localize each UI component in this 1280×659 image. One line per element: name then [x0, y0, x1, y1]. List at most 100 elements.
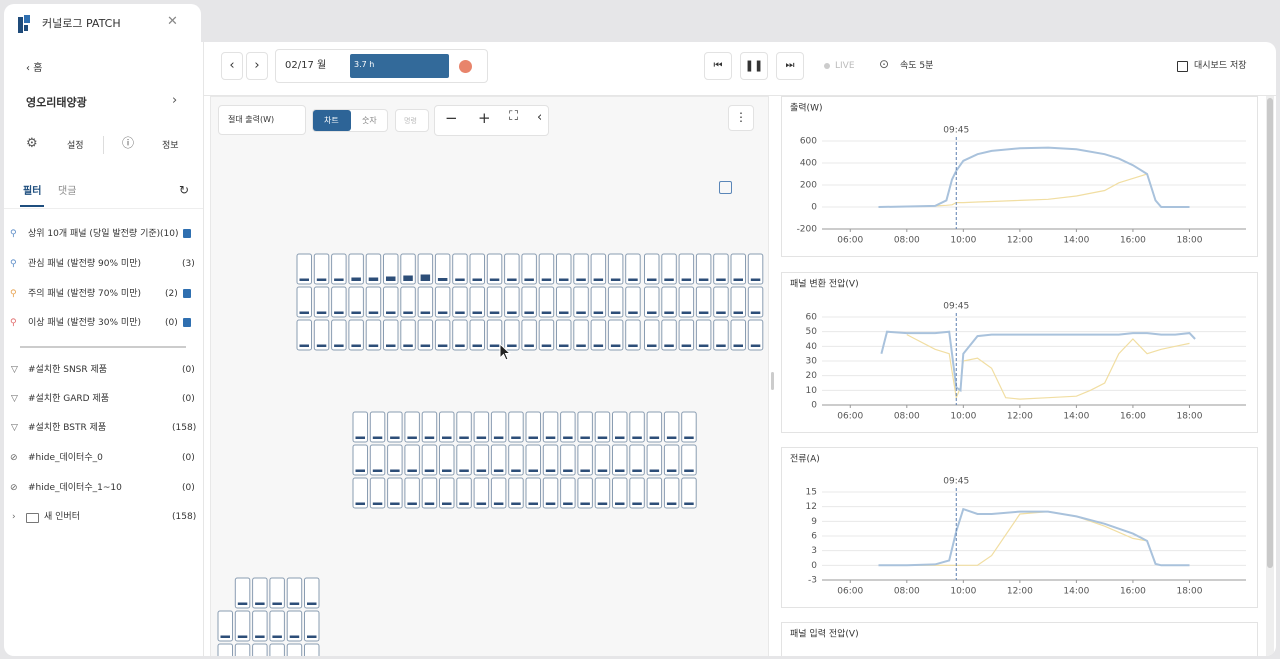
fullscreen[interactable]: ⛶ — [509, 109, 519, 124]
collapse[interactable]: ‹ — [537, 110, 543, 125]
tag-label[interactable]: #hide_데이터수_0 — [28, 453, 103, 463]
mode-number[interactable]: 숫자 — [362, 116, 377, 125]
solar-panel — [661, 319, 677, 351]
solar-panel — [456, 477, 472, 509]
panel-bar — [716, 344, 726, 347]
solar-panel — [365, 286, 382, 318]
solar-panel — [625, 286, 641, 318]
panel-bar — [368, 311, 379, 314]
solar-panel — [730, 286, 746, 318]
filter-icon: ⚲ — [10, 229, 17, 239]
duration-bar[interactable]: 3.7 h — [350, 54, 449, 78]
chart-card: 패널 변환 전압(V) 0 10 20 30 40 50 60 06:00 08:00 10:00 1… — [781, 272, 1258, 433]
solar-panel — [508, 444, 524, 476]
panel-bar — [459, 502, 469, 505]
scrollbar[interactable] — [1266, 96, 1274, 656]
folder-arrow[interactable]: › — [12, 512, 16, 522]
tab-comment[interactable]: 댓글 — [58, 186, 77, 197]
panel-bar — [666, 436, 677, 439]
filter-label[interactable]: 이상 패널 (발전량 30% 미만) — [28, 318, 141, 328]
zoom-in[interactable]: + — [478, 109, 491, 127]
menu[interactable]: ⋮ — [728, 105, 754, 131]
tag-label[interactable]: #설치한 BSTR 제품 — [28, 423, 107, 433]
solar-panel — [573, 319, 589, 351]
settings-text[interactable]: 설정 — [67, 141, 84, 151]
solar-panel — [663, 477, 680, 509]
tag-label[interactable]: #설치한 SNSR 제품 — [28, 365, 108, 375]
info-text[interactable]: 정보 — [162, 141, 179, 151]
separator — [20, 346, 186, 348]
solar-panel — [508, 477, 524, 509]
tab-filter[interactable]: 필터 — [23, 186, 42, 197]
date-box[interactable]: 02/17 월 3.7 h — [275, 49, 488, 83]
logo — [18, 15, 30, 33]
panel-bar — [628, 311, 638, 314]
next-button[interactable]: › — [246, 52, 268, 80]
skip-end[interactable]: ⏭ — [776, 52, 804, 80]
chart-card: 전류(A) -3 0 3 6 9 12 15 06:00 08:00 10:00 12:00 14:00… — [781, 447, 1258, 608]
panel-bar — [237, 635, 248, 638]
save-text[interactable]: 대시보드 저장 — [1194, 61, 1247, 71]
skip-start[interactable]: ⏮ — [704, 52, 732, 80]
site-name[interactable]: 영오리태양광 — [26, 96, 87, 109]
tab-close[interactable]: ✕ — [167, 14, 178, 29]
pause[interactable]: ❚❚ — [740, 52, 768, 80]
solar-panel — [607, 319, 624, 351]
solar-panel — [387, 444, 403, 476]
panel-bar — [563, 502, 573, 505]
panel-bar — [545, 436, 556, 439]
layout-icon[interactable] — [719, 181, 732, 194]
filter-label[interactable]: 관심 패널 (발전량 90% 미만) — [28, 259, 141, 269]
prev-button[interactable]: ‹ — [221, 52, 243, 80]
refresh[interactable]: ↻ — [179, 183, 190, 197]
panel-bar — [420, 311, 431, 314]
metric-select[interactable]: 절대 출력(W) — [218, 105, 306, 135]
solar-panel — [400, 319, 416, 351]
panel-bar — [632, 502, 642, 505]
metric-text: 절대 출력(W) — [228, 115, 275, 124]
panel-bar — [299, 344, 309, 347]
command-button[interactable]: 명령 — [395, 109, 429, 132]
zoom-out[interactable]: − — [445, 109, 458, 127]
filter-label[interactable]: 주의 패널 (발전량 70% 미만) — [28, 289, 141, 299]
x-tick-label: 10:00 — [950, 412, 976, 422]
series-line — [878, 146, 1190, 208]
info-icon[interactable]: ⓘ — [122, 136, 135, 150]
solar-panel — [304, 643, 320, 656]
browser-tab[interactable]: 커널로그 PATCH ✕ — [4, 4, 201, 44]
annotation-label: 09:45 — [943, 302, 969, 312]
panel-bar — [681, 311, 692, 314]
back-link[interactable]: ‹ 홈 — [26, 63, 43, 74]
panel-bar — [576, 311, 586, 314]
site-arrow[interactable]: › — [172, 93, 178, 108]
solar-panel — [560, 411, 576, 443]
panel-bar — [403, 311, 413, 314]
panel-bar — [684, 436, 694, 439]
panel-bar — [524, 311, 534, 314]
resize-handle[interactable] — [771, 372, 774, 390]
solar-panel — [612, 477, 628, 509]
tag-label[interactable]: #hide_데이터수_1~10 — [28, 483, 122, 493]
mode-active[interactable]: 차트 — [313, 110, 351, 131]
filter-label[interactable]: 상위 10개 패널 (당일 발전량 기준) — [28, 229, 161, 239]
panel-bar — [610, 311, 621, 314]
live-dot — [824, 63, 830, 69]
scroll-thumb[interactable] — [1267, 98, 1273, 568]
settings-icon[interactable]: ⚙ — [26, 136, 38, 151]
record-dot[interactable] — [459, 60, 472, 73]
x-tick-label: 16:00 — [1120, 412, 1146, 422]
panel-bar — [316, 278, 327, 281]
mode-toggle: 차트 숫자 — [312, 109, 388, 132]
panel-bar — [597, 436, 608, 439]
live-text[interactable]: LIVE — [835, 61, 855, 71]
solar-panel — [590, 286, 607, 318]
panel-bar — [750, 311, 761, 314]
series-line — [878, 173, 1190, 208]
lock-icon — [183, 229, 191, 238]
tag-label[interactable]: #설치한 GARD 제품 — [28, 394, 109, 404]
speed-text[interactable]: 속도 5분 — [900, 61, 934, 71]
duration-text: 3.7 h — [354, 60, 375, 69]
folder-label[interactable]: 새 인버터 — [44, 512, 80, 522]
panel-bar — [610, 344, 621, 347]
